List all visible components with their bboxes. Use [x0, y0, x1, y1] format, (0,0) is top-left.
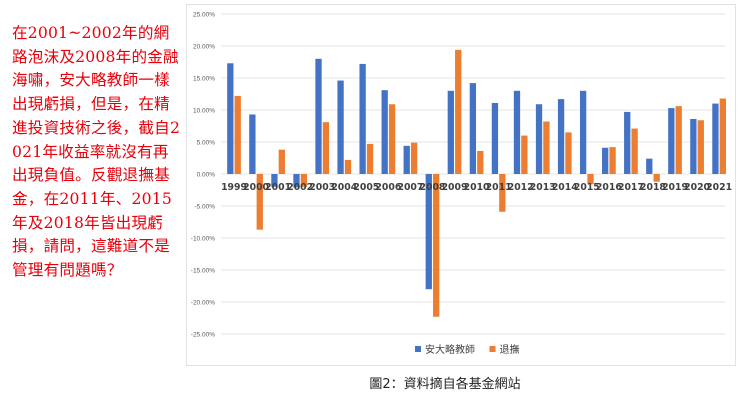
bar-ontario-teachers-2015: [579, 90, 587, 174]
y-tick-label: 15.00%: [193, 76, 215, 83]
y-tick-label: -5.00%: [194, 204, 215, 211]
bar-pension-fund-2016: [609, 147, 616, 174]
x-tick-label: 2001: [265, 182, 291, 193]
bar-pension-fund-2017: [631, 128, 638, 174]
x-tick-label: 2002: [287, 182, 313, 193]
bar-pension-fund-2005: [366, 143, 374, 174]
bar-ontario-teachers-2016: [602, 147, 609, 174]
bar-ontario-teachers-2018: [646, 158, 653, 174]
y-axis-ticks: 25.00% 20.00% 15.00% 10.00% 5.00% 0.00% -5.00%…: [191, 12, 215, 339]
bar-ontario-teachers-2009: [447, 90, 454, 174]
bar-pension-fund-2004: [344, 159, 352, 174]
x-tick-label: 2004: [331, 182, 357, 193]
bar-pension-fund-2002: [300, 174, 308, 187]
bar-pension-fund-2009: [455, 49, 462, 175]
x-tick-label: 2005: [353, 182, 379, 193]
chart-area: 25.00% 20.00% 15.00% 10.00% 5.00% 0.00% -5.00%…: [186, 4, 736, 366]
bar-pension-fund-2015: [587, 174, 594, 185]
bar-ontario-teachers-2004: [337, 80, 344, 174]
x-tick-label: 2013: [530, 182, 556, 193]
bar-ontario-teachers-2011: [491, 102, 499, 174]
bar-pension-fund-2013: [543, 121, 550, 174]
bar-ontario-teachers-2000: [249, 114, 256, 174]
x-axis-labels: 1999200020012002200320042005200620072008…: [221, 182, 732, 193]
bar-ontario-teachers-2014: [557, 99, 565, 174]
bar-ontario-teachers-2019: [668, 108, 675, 174]
bar-ontario-teachers-2012: [513, 90, 521, 174]
x-tick-label: 2000: [243, 182, 269, 193]
x-tick-label: 2011: [486, 182, 512, 193]
y-tick-label: 25.00%: [193, 12, 215, 19]
bar-ontario-teachers-2021: [712, 103, 719, 174]
bar-pension-fund-2018: [653, 174, 660, 182]
x-tick-label: 2010: [464, 182, 490, 193]
x-tick-label: 2021: [706, 182, 732, 193]
y-tick-label: -15.00%: [191, 268, 215, 275]
y-tick-label: -20.00%: [191, 300, 215, 307]
bar-pension-fund-2007: [410, 142, 418, 174]
annotation-text: 在2001~2002年的網路泡沫及2008年的金融海嘯，安大略教師一樣出現虧損，…: [12, 24, 181, 280]
y-tick-label: -10.00%: [191, 236, 215, 243]
x-tick-label: 2020: [684, 182, 710, 193]
x-tick-label: 2003: [309, 182, 335, 193]
legend: 安大略教師 退撫: [415, 343, 520, 356]
bar-ontario-teachers-2006: [381, 90, 388, 174]
bar-pension-fund-2021: [719, 98, 726, 174]
bar-pension-fund-2014: [565, 132, 572, 174]
bar-pension-fund-2008: [433, 174, 440, 317]
x-tick-label: 2012: [508, 182, 534, 193]
bar-ontario-teachers-2007: [403, 145, 410, 174]
bar-pension-fund-2012: [521, 135, 528, 174]
bar-ontario-teachers-2010: [469, 83, 477, 174]
x-tick-label: 1999: [221, 182, 247, 193]
bar-ontario-teachers-2002: [293, 174, 300, 188]
y-tick-label: -25.00%: [191, 332, 215, 339]
x-tick-label: 2019: [662, 182, 688, 193]
bar-ontario-teachers-2013: [535, 104, 543, 174]
y-tick-label: 20.00%: [193, 44, 215, 51]
x-tick-label: 2008: [420, 182, 446, 193]
bar-chart: 25.00% 20.00% 15.00% 10.00% 5.00% 0.00% -5.00%…: [191, 12, 732, 357]
legend-swatch-icon: [489, 346, 496, 352]
legend-label: 安大略教師: [425, 343, 475, 356]
bar-pension-fund-2003: [322, 122, 330, 174]
bar-pension-fund-2001: [278, 149, 285, 174]
bar-ontario-teachers-2017: [624, 111, 631, 174]
y-tick-label: 5.00%: [197, 140, 216, 147]
bar-ontario-teachers-2005: [359, 63, 366, 174]
bar-pension-fund-2019: [675, 106, 682, 174]
x-tick-label: 2016: [596, 182, 622, 193]
x-tick-label: 2018: [640, 182, 666, 193]
bar-pension-fund-2000: [256, 174, 263, 230]
bars: [227, 49, 726, 317]
x-tick-label: 2007: [397, 182, 423, 193]
bar-pension-fund-2011: [499, 174, 506, 212]
legend-swatch-icon: [415, 346, 421, 352]
y-tick-label: 0.00%: [197, 172, 216, 179]
bar-pension-fund-2006: [388, 104, 396, 174]
x-tick-label: 2009: [442, 182, 468, 193]
bar-pension-fund-2020: [697, 120, 704, 174]
y-tick-label: 10.00%: [193, 108, 215, 115]
x-tick-label: 2006: [375, 182, 401, 193]
bar-ontario-teachers-2003: [315, 58, 322, 174]
x-tick-label: 2014: [552, 182, 578, 193]
figure-caption: 圖2：資料摘自各基金網站: [369, 377, 521, 392]
bar-ontario-teachers-2001: [271, 174, 278, 187]
bar-pension-fund-1999: [234, 95, 241, 174]
bar-ontario-teachers-2008: [425, 174, 432, 290]
bar-pension-fund-2010: [477, 150, 484, 174]
bar-ontario-teachers-1999: [227, 63, 234, 174]
bar-ontario-teachers-2020: [690, 118, 697, 174]
legend-label: 退撫: [500, 343, 520, 356]
x-tick-label: 2015: [574, 182, 600, 193]
x-tick-label: 2017: [618, 182, 644, 193]
